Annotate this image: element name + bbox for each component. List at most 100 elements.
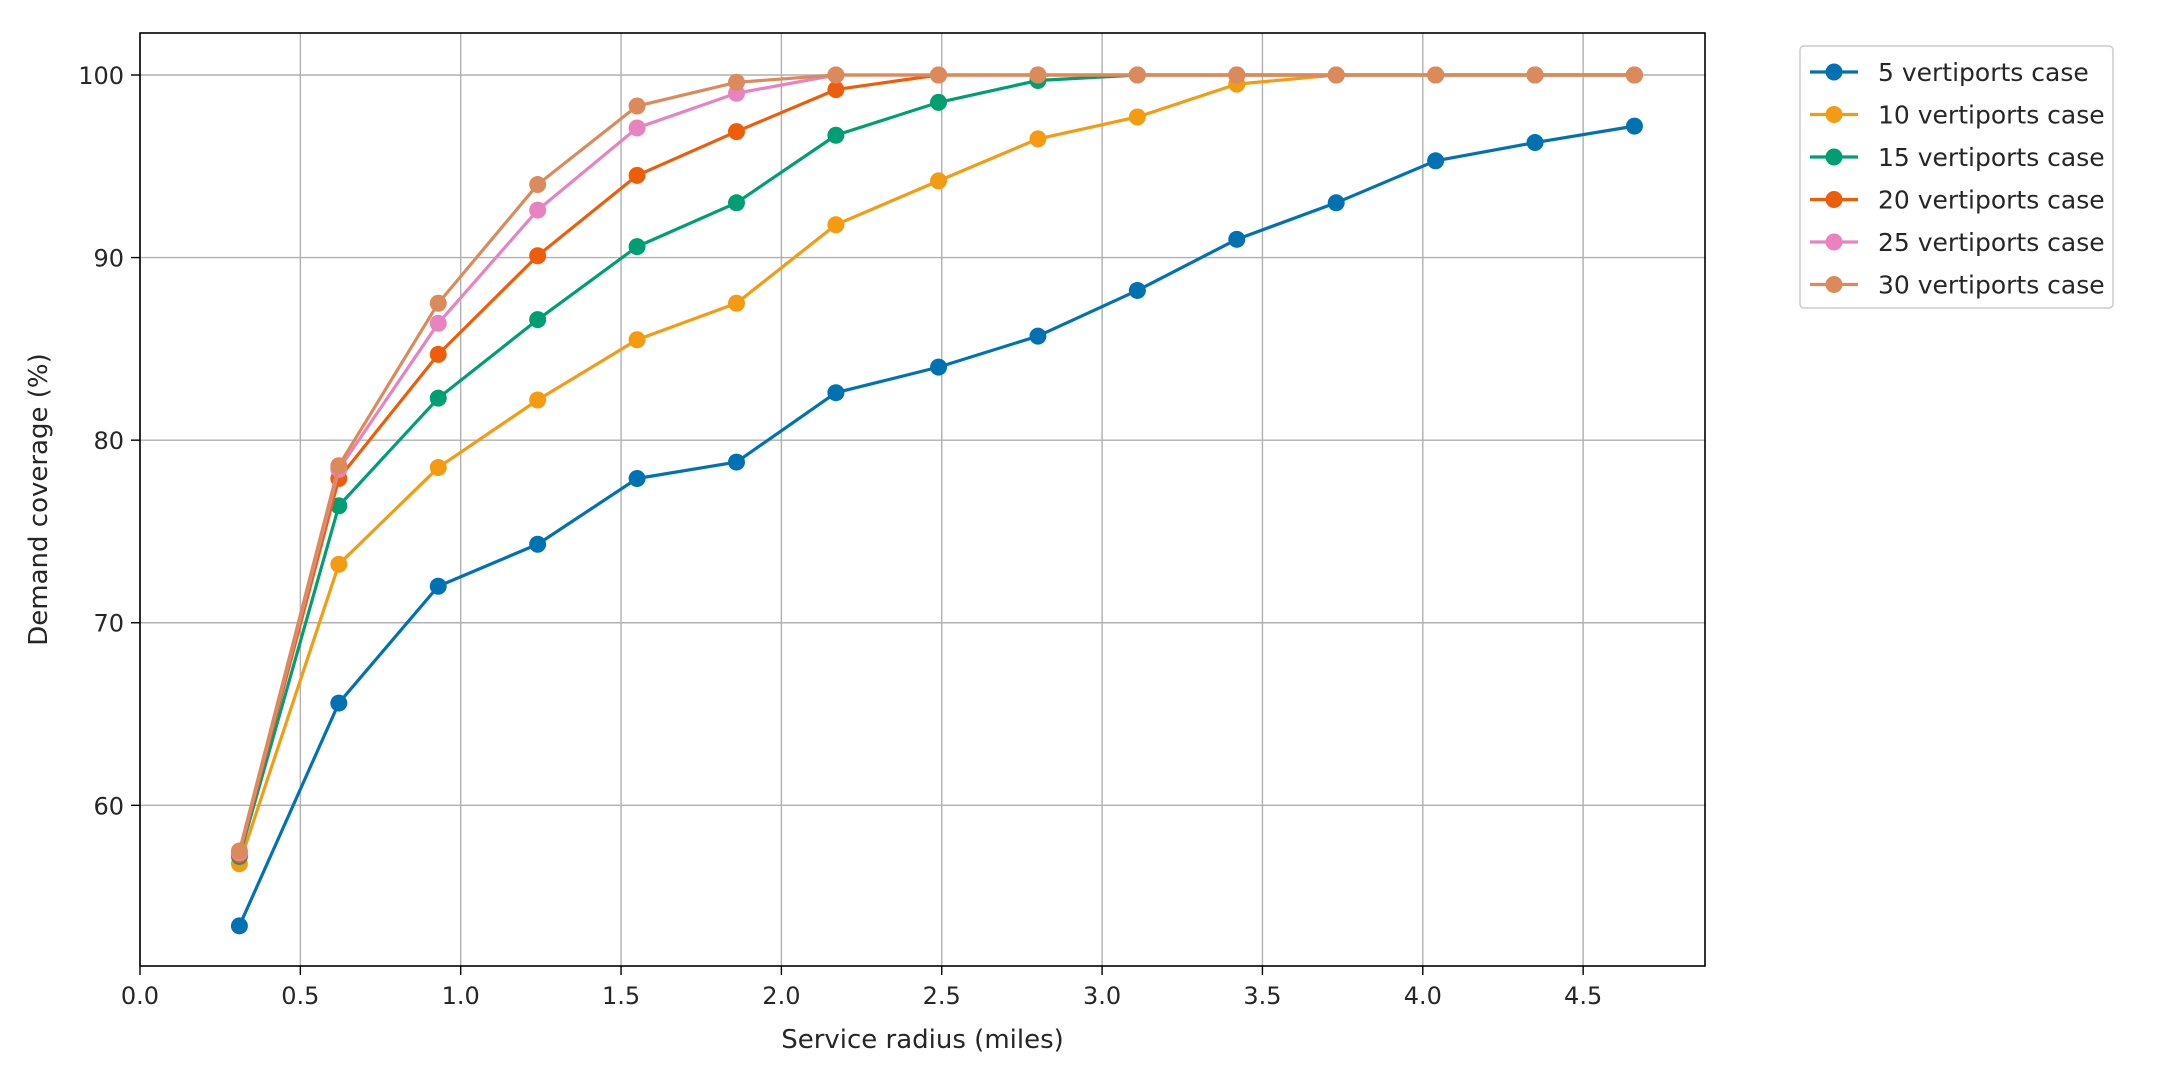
legend-marker: [1825, 148, 1843, 166]
data-point: [827, 216, 845, 234]
data-point: [1029, 327, 1047, 345]
legend: 5 vertiports case 10 vertiports case 15 ve…: [1799, 45, 2114, 309]
series-line: [237, 73, 1635, 852]
data-point: [230, 917, 248, 935]
legend-marker: [1825, 191, 1843, 208]
data-point: [1128, 66, 1146, 84]
data-point: [529, 311, 547, 329]
legend-marker: [1825, 106, 1843, 123]
legend-item: 5 vertiports case: [1810, 58, 2089, 87]
data-point: [827, 66, 845, 84]
legend-label: 10 vertiports case: [1878, 101, 2105, 130]
data-point: [330, 555, 348, 573]
data-point: [1526, 134, 1544, 152]
data-point: [529, 247, 547, 265]
series-1: [230, 117, 1643, 935]
data-point: [529, 535, 547, 553]
x-tick-label: 2.0: [762, 982, 800, 1010]
data-point: [1228, 66, 1246, 84]
legend-item: 10 vertiports case: [1810, 101, 2105, 130]
data-point: [628, 470, 646, 488]
legend-marker: [1825, 63, 1843, 81]
x-tick-label: 3.5: [1243, 982, 1281, 1010]
data-point: [1427, 152, 1445, 170]
data-point: [628, 166, 646, 184]
y-tick-label: 80: [93, 427, 124, 455]
data-point: [529, 176, 547, 194]
data-point: [1029, 66, 1047, 84]
data-point: [1526, 66, 1544, 84]
x-axis-label: Service radius (miles): [781, 1025, 1064, 1055]
data-point: [930, 172, 948, 190]
legend-label: 20 vertiports case: [1878, 186, 2105, 215]
data-point: [429, 459, 447, 477]
x-tick-label: 0.0: [121, 982, 159, 1010]
series-line: [237, 73, 1635, 856]
data-point: [1427, 66, 1445, 84]
data-point: [827, 126, 845, 144]
legend-marker: [1825, 276, 1843, 293]
legend-label: 25 vertiports case: [1878, 228, 2105, 257]
data-point: [628, 238, 646, 256]
x-tick-label: 1.0: [442, 982, 480, 1010]
data-point: [1029, 130, 1047, 148]
legend-label: 15 vertiports case: [1878, 143, 2105, 172]
data-point: [1228, 230, 1246, 248]
data-point: [1625, 66, 1643, 84]
data-point: [330, 457, 348, 475]
data-point: [930, 358, 948, 376]
data-point: [429, 389, 447, 407]
data-point: [1128, 281, 1146, 299]
x-tick-label: 4.5: [1564, 982, 1602, 1010]
grid: [139, 33, 1705, 966]
y-axis-label: Demand coverage (%): [24, 353, 54, 646]
legend-item: 20 vertiports case: [1810, 186, 2105, 215]
data-point: [827, 384, 845, 402]
legend-label: 5 vertiports case: [1878, 58, 2089, 87]
data-point: [827, 81, 845, 99]
data-point: [1327, 194, 1345, 212]
series-line: [237, 73, 1635, 857]
legend-label: 30 vertiports case: [1878, 271, 2105, 300]
series-6: [230, 66, 1643, 860]
y-tick-label: 90: [93, 245, 124, 273]
y-tick-label: 100: [78, 62, 124, 90]
data-point: [727, 73, 745, 91]
data-point: [529, 391, 547, 409]
data-point: [429, 294, 447, 312]
data-point: [429, 345, 447, 363]
data-point: [1625, 117, 1643, 135]
data-point: [330, 694, 348, 712]
data-point: [727, 294, 745, 312]
data-point: [330, 497, 348, 515]
data-point: [930, 93, 948, 111]
legend-item: 15 vertiports case: [1810, 143, 2105, 172]
data-point: [628, 119, 646, 137]
data-point: [727, 453, 745, 471]
x-tick-label: 1.5: [602, 982, 640, 1010]
data-point: [1128, 108, 1146, 126]
y-tick-label: 70: [93, 610, 124, 638]
data-point: [727, 194, 745, 212]
series-line: [237, 73, 1635, 865]
data-point: [429, 314, 447, 332]
x-tick-label: 3.0: [1083, 982, 1121, 1010]
series-line: [237, 73, 1635, 854]
legend-marker: [1825, 233, 1843, 251]
plot-area-frame: [139, 32, 1706, 967]
data-point: [1327, 66, 1345, 84]
x-tick-label: 4.0: [1404, 982, 1442, 1010]
data-point: [529, 201, 547, 219]
data-point: [727, 123, 745, 141]
series-lines: [230, 66, 1643, 935]
series-2: [230, 66, 1643, 873]
legend-item: 25 vertiports case: [1810, 228, 2105, 257]
data-point: [628, 331, 646, 349]
axes: 0.0 0.5 1.0 1.5 2.0 2.5 3.0 3.5 4.0 4.5 60 70 80 90 10…: [78, 62, 1602, 1010]
data-point: [429, 577, 447, 595]
x-tick-label: 0.5: [281, 982, 319, 1010]
data-point: [230, 842, 248, 860]
y-tick-label: 60: [93, 792, 124, 820]
